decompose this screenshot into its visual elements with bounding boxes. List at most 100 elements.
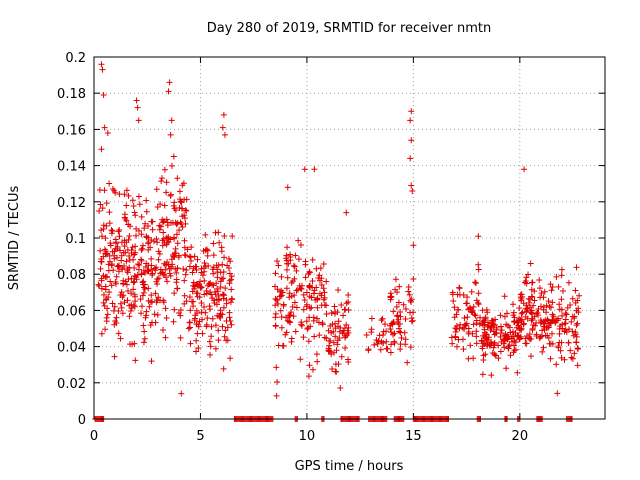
data-point bbox=[528, 353, 535, 360]
data-point bbox=[156, 222, 163, 229]
data-point bbox=[175, 310, 182, 317]
data-point bbox=[167, 263, 174, 270]
data-point bbox=[409, 187, 416, 194]
data-point bbox=[531, 313, 538, 320]
data-point bbox=[314, 296, 321, 303]
data-point bbox=[501, 293, 508, 300]
data-point bbox=[272, 323, 279, 330]
data-point bbox=[193, 280, 200, 287]
data-point bbox=[145, 246, 152, 253]
data-point bbox=[221, 131, 228, 138]
data-point bbox=[148, 266, 155, 273]
data-point bbox=[157, 201, 164, 208]
data-point bbox=[456, 285, 463, 292]
data-point bbox=[459, 324, 466, 331]
data-point bbox=[563, 311, 570, 318]
data-point bbox=[505, 345, 512, 352]
data-point bbox=[285, 260, 292, 267]
data-point bbox=[171, 290, 178, 297]
data-point bbox=[402, 305, 409, 312]
data-point bbox=[154, 239, 161, 246]
data-point bbox=[272, 310, 279, 317]
data-point bbox=[410, 276, 417, 283]
data-point bbox=[314, 304, 321, 311]
data-point bbox=[316, 290, 323, 297]
data-point bbox=[212, 229, 219, 236]
data-point bbox=[473, 320, 480, 327]
data-point bbox=[132, 243, 139, 250]
data-point bbox=[109, 248, 116, 255]
data-point bbox=[125, 221, 132, 228]
data-point bbox=[159, 237, 166, 244]
y-tick-label: 0 bbox=[78, 413, 86, 428]
data-point bbox=[409, 317, 416, 324]
data-point bbox=[99, 205, 106, 212]
data-point bbox=[371, 341, 378, 348]
data-point bbox=[527, 296, 534, 303]
data-point bbox=[140, 322, 147, 329]
data-point bbox=[160, 297, 167, 304]
data-point bbox=[310, 314, 317, 321]
data-point bbox=[209, 315, 216, 322]
data-point bbox=[464, 314, 471, 321]
data-point bbox=[478, 337, 485, 344]
data-point bbox=[293, 287, 300, 294]
data-point bbox=[131, 291, 138, 298]
data-point bbox=[307, 323, 314, 330]
data-point bbox=[517, 294, 524, 301]
data-point bbox=[102, 235, 109, 242]
x-tick-label: 20 bbox=[512, 429, 529, 444]
data-point bbox=[545, 298, 552, 305]
data-point bbox=[558, 296, 565, 303]
data-point bbox=[132, 212, 139, 219]
data-point bbox=[190, 265, 197, 272]
data-point bbox=[407, 155, 414, 162]
data-point bbox=[203, 323, 210, 330]
data-point bbox=[275, 262, 282, 269]
data-point bbox=[277, 307, 284, 314]
data-point bbox=[101, 124, 108, 131]
data-point bbox=[98, 256, 105, 263]
data-point bbox=[212, 322, 219, 329]
data-point bbox=[217, 283, 224, 290]
data-point bbox=[497, 312, 504, 319]
data-point bbox=[407, 297, 414, 304]
data-point bbox=[148, 292, 155, 299]
data-point bbox=[402, 341, 409, 348]
y-tick-label: 0.12 bbox=[57, 196, 86, 211]
data-point bbox=[112, 280, 119, 287]
data-point bbox=[138, 213, 145, 220]
data-point bbox=[300, 291, 307, 298]
data-point bbox=[473, 328, 480, 335]
data-point bbox=[408, 315, 415, 322]
data-point bbox=[514, 369, 521, 376]
data-point bbox=[131, 264, 138, 271]
data-point bbox=[556, 330, 563, 337]
data-point bbox=[378, 317, 385, 324]
data-point bbox=[102, 248, 109, 255]
data-point bbox=[554, 317, 561, 324]
data-point bbox=[274, 300, 281, 307]
data-point bbox=[284, 184, 291, 191]
x-tick-label: 15 bbox=[405, 429, 422, 444]
data-point bbox=[564, 304, 571, 311]
data-point bbox=[154, 276, 161, 283]
data-point bbox=[487, 324, 494, 331]
data-point bbox=[303, 318, 310, 325]
data-point bbox=[143, 197, 150, 204]
data-point bbox=[308, 294, 315, 301]
data-point bbox=[538, 319, 545, 326]
data-point bbox=[186, 293, 193, 300]
data-point bbox=[206, 338, 213, 345]
data-point bbox=[528, 317, 535, 324]
data-point bbox=[167, 131, 174, 138]
data-point bbox=[189, 269, 196, 276]
data-point bbox=[289, 303, 296, 310]
data-point bbox=[464, 300, 471, 307]
data-point bbox=[138, 247, 145, 254]
data-point bbox=[277, 293, 284, 300]
data-point bbox=[100, 226, 107, 233]
data-point bbox=[343, 209, 350, 216]
data-point bbox=[394, 289, 401, 296]
data-point bbox=[333, 347, 340, 354]
